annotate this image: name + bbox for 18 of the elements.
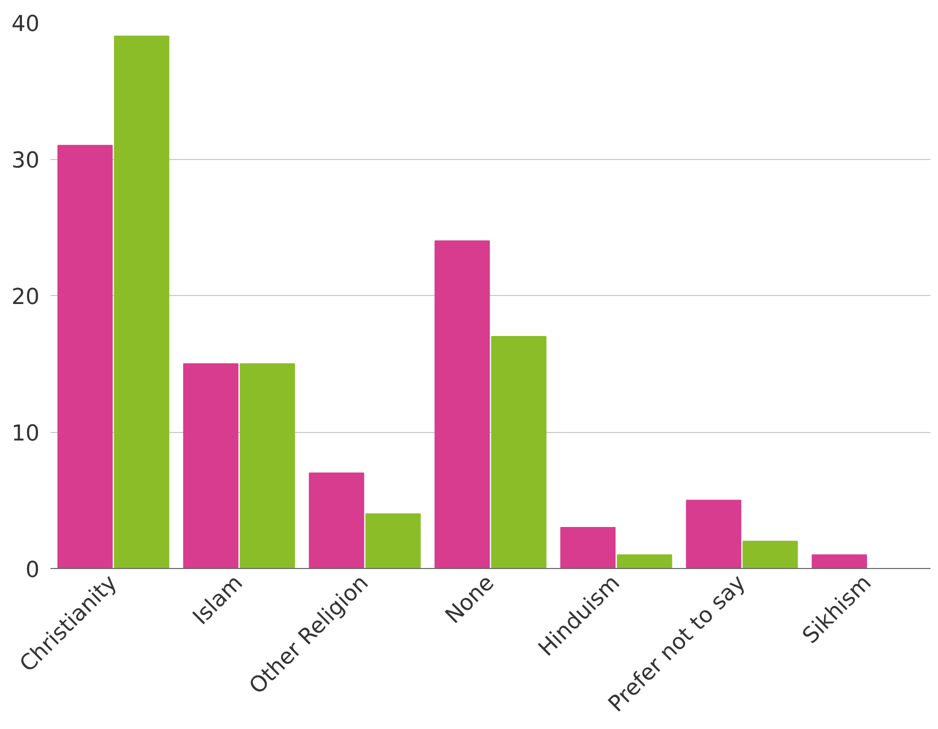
bar	[434, 240, 490, 568]
y-tick-label: 30	[12, 148, 40, 174]
bar	[365, 513, 421, 568]
bar	[491, 336, 546, 568]
bar	[308, 472, 364, 568]
y-tick-label: 0	[26, 558, 40, 583]
y-tick-label: 20	[12, 285, 40, 310]
bar	[812, 554, 868, 568]
bar	[686, 500, 742, 568]
bar	[240, 363, 296, 568]
bar	[742, 540, 798, 568]
y-tick-label: 40	[12, 12, 40, 37]
bar	[560, 527, 616, 568]
bar	[183, 363, 238, 568]
bar	[114, 36, 170, 568]
y-tick-label: 10	[12, 422, 40, 446]
bar	[57, 144, 113, 568]
bar	[616, 554, 672, 568]
